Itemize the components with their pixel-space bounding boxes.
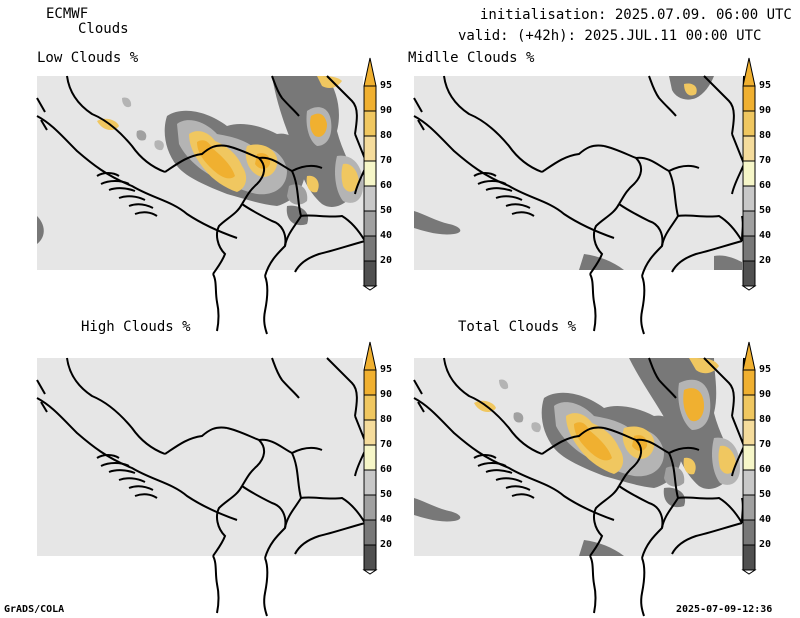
cb-mid-70: 70: [759, 155, 772, 166]
cb-mid-40: 40: [759, 230, 772, 241]
colorbar-total: [741, 341, 757, 575]
cb-high-80: 80: [380, 414, 393, 425]
panel-low-clouds: [36, 75, 368, 335]
footer-software: GrADS/COLA: [4, 604, 65, 615]
cb-mid-95: 95: [759, 80, 772, 91]
init-time: initialisation: 2025.07.09. 06:00 UTC: [480, 7, 792, 23]
cb-high-60: 60: [380, 464, 393, 475]
cb-total-90: 90: [759, 389, 772, 400]
cb-high-50: 50: [380, 489, 393, 500]
cb-low-70: 70: [380, 155, 393, 166]
cb-low-80: 80: [380, 130, 393, 141]
cb-mid-20: 20: [759, 255, 772, 266]
cb-mid-90: 90: [759, 105, 772, 116]
panel-high-clouds: [36, 357, 368, 617]
cb-mid-50: 50: [759, 205, 772, 216]
panel-title-low: Low Clouds %: [37, 50, 139, 66]
cb-total-70: 70: [759, 439, 772, 450]
cb-low-50: 50: [380, 205, 393, 216]
cb-total-60: 60: [759, 464, 772, 475]
panel-title-total: Total Clouds %: [458, 319, 577, 335]
panel-total-clouds: [413, 357, 745, 617]
colorbar-low: [362, 57, 378, 291]
cb-high-40: 40: [380, 514, 393, 525]
cb-high-20: 20: [380, 539, 393, 550]
cb-high-70: 70: [380, 439, 393, 450]
cb-mid-80: 80: [759, 130, 772, 141]
product-label: Clouds: [78, 21, 129, 37]
cb-total-40: 40: [759, 514, 772, 525]
colorbar-high: [362, 341, 378, 575]
model-label: ECMWF: [46, 6, 89, 22]
cb-mid-60: 60: [759, 180, 772, 191]
cb-total-20: 20: [759, 539, 772, 550]
cloud-field-middle: [414, 76, 742, 270]
panel-title-middle: Midlle Clouds %: [408, 50, 535, 66]
cb-total-80: 80: [759, 414, 772, 425]
cb-low-95: 95: [380, 80, 393, 91]
cb-high-95: 95: [380, 364, 393, 375]
cb-high-90: 90: [380, 389, 393, 400]
footer-timestamp: 2025-07-09-12:36: [676, 604, 773, 615]
cb-low-90: 90: [380, 105, 393, 116]
valid-time: valid: (+42h): 2025.JUL.11 00:00 UTC: [458, 28, 762, 44]
cloud-field-total: [414, 358, 740, 556]
cb-total-50: 50: [759, 489, 772, 500]
cb-total-95: 95: [759, 364, 772, 375]
colorbar-middle: [741, 57, 757, 291]
cb-low-60: 60: [380, 180, 393, 191]
panel-middle-clouds: [413, 75, 745, 335]
panel-title-high: High Clouds %: [81, 319, 191, 335]
cb-low-20: 20: [380, 255, 393, 266]
cb-low-40: 40: [380, 230, 393, 241]
